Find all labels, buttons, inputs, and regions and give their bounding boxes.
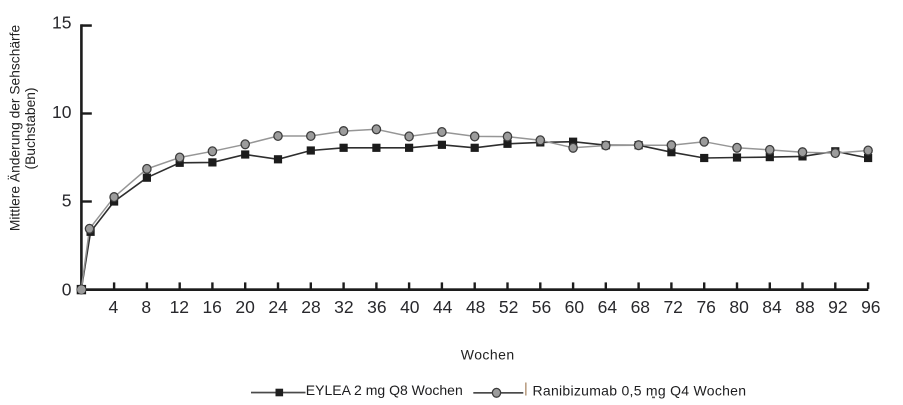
svg-text:4: 4 [109,297,119,317]
svg-text:68: 68 [631,297,650,317]
svg-text:28: 28 [301,297,320,317]
svg-text:36: 36 [367,297,386,317]
svg-text:40: 40 [400,297,420,317]
svg-text:Ranibizumab 0,5 mg Q4 Wochen: Ranibizumab 0,5 mg Q4 Wochen [533,383,747,399]
svg-text:76: 76 [696,297,715,317]
svg-text:84: 84 [762,297,782,317]
svg-text:64: 64 [598,297,618,317]
svg-text:20: 20 [235,297,255,317]
svg-text:24: 24 [268,297,288,317]
svg-text:80: 80 [729,297,749,317]
svg-text:72: 72 [663,297,682,317]
svg-text:52: 52 [499,297,518,317]
svg-text:92: 92 [828,297,847,317]
svg-text:12: 12 [170,297,189,317]
svg-text:Mittlere Änderung der Sehschär: Mittlere Änderung der Sehschärfe [7,25,23,232]
svg-text:15: 15 [52,13,71,33]
svg-text:48: 48 [466,297,485,317]
svg-text:60: 60 [565,297,585,317]
svg-text:EYLEA 2 mg Q8 Wochen: EYLEA 2 mg Q8 Wochen [306,382,463,398]
svg-text:10: 10 [52,102,72,122]
svg-text:88: 88 [795,297,814,317]
svg-text:56: 56 [532,297,551,317]
svg-text:32: 32 [334,297,353,317]
svg-text:44: 44 [433,297,453,317]
svg-text:0: 0 [62,279,72,299]
svg-text:96: 96 [861,297,880,317]
svg-text:Wochen: Wochen [461,347,515,363]
svg-text:16: 16 [202,297,221,317]
svg-text:5: 5 [62,191,72,211]
svg-text:8: 8 [141,297,151,317]
svg-text:(Buchstaben): (Buchstaben) [23,87,38,169]
